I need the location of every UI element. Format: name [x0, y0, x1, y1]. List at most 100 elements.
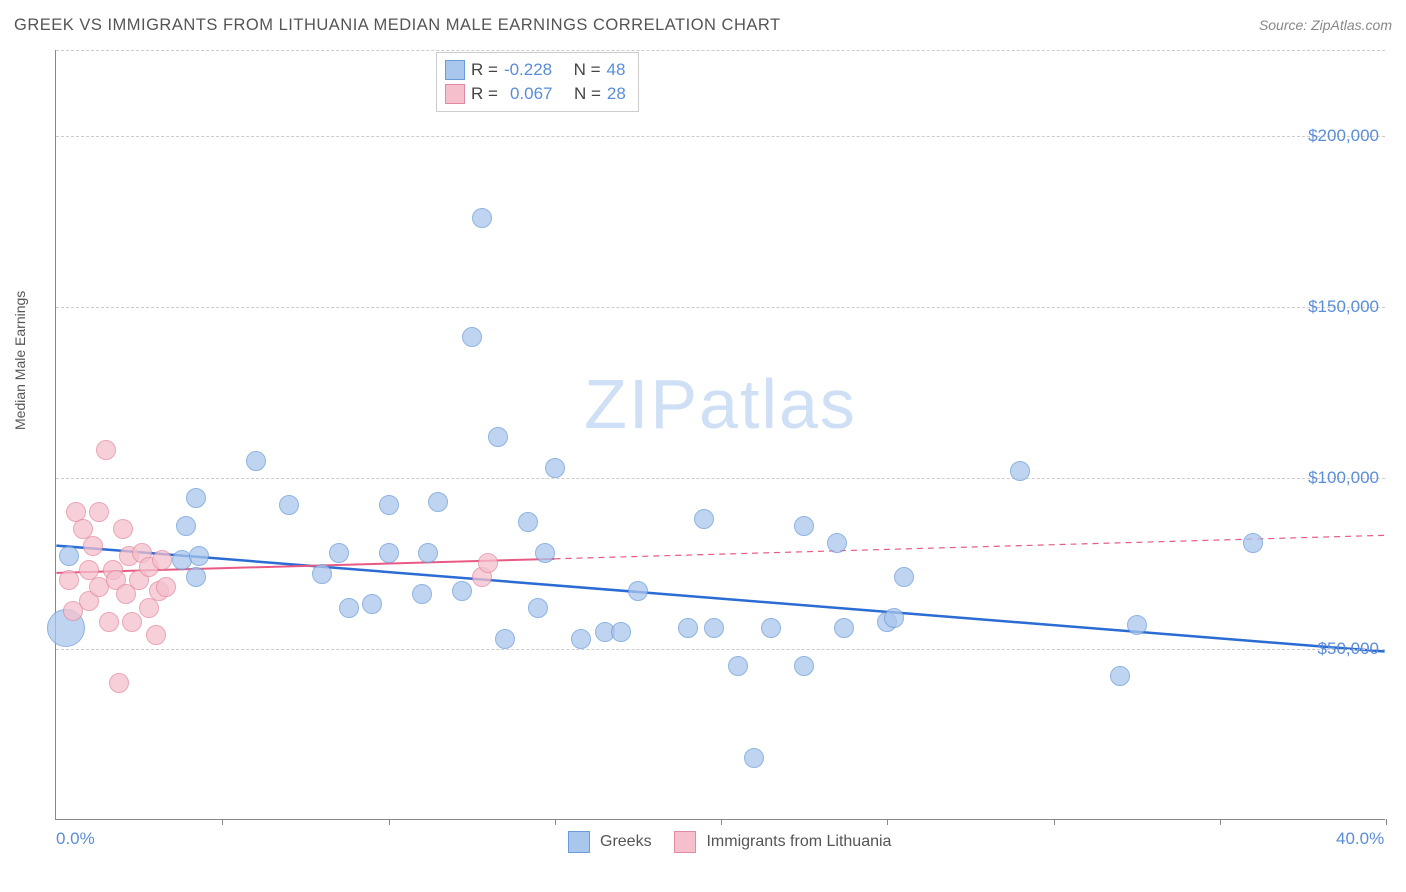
data-point: [362, 594, 382, 614]
data-point: [59, 546, 79, 566]
data-point: [113, 519, 133, 539]
x-tick: [1054, 819, 1055, 825]
data-point: [761, 618, 781, 638]
x-tick: [1220, 819, 1221, 825]
data-point: [152, 550, 172, 570]
bottom-legend: Greeks Immigrants from Lithuania: [56, 831, 1385, 853]
correlation-stat-box: R = -0.228 N = 48 R = 0.067 N = 28: [436, 52, 639, 112]
data-point: [545, 458, 565, 478]
gridline-h: [56, 136, 1385, 137]
stat-row-greeks: R = -0.228 N = 48: [445, 58, 626, 82]
data-point: [412, 584, 432, 604]
data-point: [518, 512, 538, 532]
data-point: [312, 564, 332, 584]
data-point: [611, 622, 631, 642]
data-point: [1127, 615, 1147, 635]
stat-row-lithuania: R = 0.067 N = 28: [445, 82, 626, 106]
n-value-greeks: 48: [607, 58, 626, 82]
data-point: [99, 612, 119, 632]
data-point: [379, 543, 399, 563]
data-point: [428, 492, 448, 512]
gridline-h: [56, 649, 1385, 650]
data-point: [156, 577, 176, 597]
data-point: [246, 451, 266, 471]
data-point: [122, 612, 142, 632]
gridline-h: [56, 50, 1385, 51]
data-point: [189, 546, 209, 566]
x-tick: [222, 819, 223, 825]
data-point: [728, 656, 748, 676]
data-point: [884, 608, 904, 628]
y-tick-label: $100,000: [1308, 468, 1379, 488]
data-point: [478, 553, 498, 573]
data-point: [59, 570, 79, 590]
data-point: [139, 598, 159, 618]
watermark-atlas: atlas: [699, 365, 857, 443]
chart-plot-area: ZIPatlas R = -0.228 N = 48 R = 0.067 N =…: [55, 50, 1385, 820]
x-tick-label: 0.0%: [56, 829, 95, 849]
data-point: [472, 208, 492, 228]
swatch-greeks: [445, 60, 465, 80]
data-point: [834, 618, 854, 638]
chart-title: GREEK VS IMMIGRANTS FROM LITHUANIA MEDIA…: [14, 16, 781, 35]
data-point: [678, 618, 698, 638]
x-tick: [887, 819, 888, 825]
data-point: [694, 509, 714, 529]
data-point: [1243, 533, 1263, 553]
source-attribution: Source: ZipAtlas.com: [1259, 17, 1392, 33]
data-point: [628, 581, 648, 601]
legend-swatch-lithuania: [674, 831, 696, 853]
data-point: [894, 567, 914, 587]
gridline-h: [56, 307, 1385, 308]
y-axis-label: Median Male Earnings: [12, 291, 28, 430]
data-point: [794, 656, 814, 676]
n-label: N =: [574, 82, 601, 106]
y-tick-label: $200,000: [1308, 126, 1379, 146]
data-point: [704, 618, 724, 638]
x-tick: [721, 819, 722, 825]
x-tick: [555, 819, 556, 825]
x-tick: [389, 819, 390, 825]
gridline-h: [56, 478, 1385, 479]
data-point: [495, 629, 515, 649]
r-value-lithuania: 0.067: [510, 82, 553, 106]
watermark: ZIPatlas: [584, 364, 857, 444]
data-point: [329, 543, 349, 563]
trend-lines: [56, 50, 1385, 819]
data-point: [827, 533, 847, 553]
n-label: N =: [574, 58, 601, 82]
swatch-lithuania: [445, 84, 465, 104]
y-tick-label: $50,000: [1318, 639, 1379, 659]
data-point: [146, 625, 166, 645]
r-label: R =: [471, 58, 498, 82]
data-point: [744, 748, 764, 768]
r-value-greeks: -0.228: [504, 58, 552, 82]
x-tick: [1386, 819, 1387, 825]
data-point: [452, 581, 472, 601]
data-point: [1110, 666, 1130, 686]
watermark-zip: ZIP: [584, 365, 699, 443]
data-point: [186, 488, 206, 508]
data-point: [794, 516, 814, 536]
data-point: [535, 543, 555, 563]
x-tick-label: 40.0%: [1336, 829, 1384, 849]
legend-label-greeks: Greeks: [600, 833, 652, 850]
data-point: [83, 536, 103, 556]
data-point: [488, 427, 508, 447]
data-point: [339, 598, 359, 618]
legend-label-lithuania: Immigrants from Lithuania: [706, 833, 891, 850]
data-point: [462, 327, 482, 347]
r-label: R =: [471, 82, 498, 106]
data-point: [176, 516, 196, 536]
y-tick-label: $150,000: [1308, 297, 1379, 317]
data-point: [186, 567, 206, 587]
data-point: [418, 543, 438, 563]
data-point: [528, 598, 548, 618]
data-point: [571, 629, 591, 649]
n-value-lithuania: 28: [607, 82, 626, 106]
data-point: [1010, 461, 1030, 481]
chart-header: GREEK VS IMMIGRANTS FROM LITHUANIA MEDIA…: [14, 16, 1392, 35]
data-point: [109, 673, 129, 693]
data-point: [89, 502, 109, 522]
data-point: [96, 440, 116, 460]
